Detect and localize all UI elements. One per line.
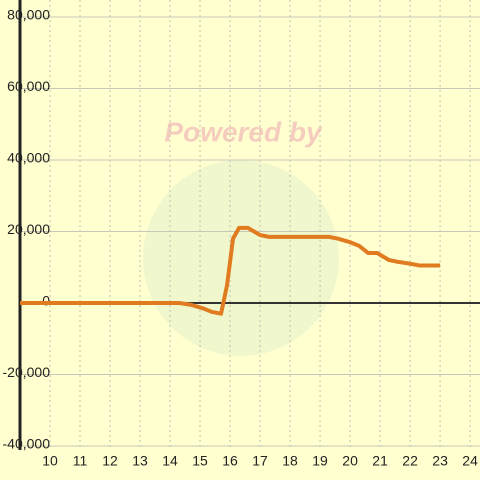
x-tick-label: 14 [162,453,178,469]
watermark: Powered by [164,116,323,147]
x-tick-label: 17 [252,453,268,469]
x-tick-label: 21 [372,453,388,469]
y-tick-label: 0 [42,293,50,309]
y-tick-label: -20,000 [3,364,51,380]
data-line [20,225,441,316]
x-tick-label: 13 [132,453,148,469]
y-tick-label: 40,000 [7,150,50,166]
x-tick-label: 22 [402,453,418,469]
x-tick-label: 11 [73,453,88,469]
x-tick-label: 15 [192,453,208,469]
x-tick-label: 10 [42,453,58,469]
x-tick-label: 18 [282,453,298,469]
y-tick-label: 60,000 [7,78,50,94]
x-tick-label: 24 [462,453,478,469]
x-tick-label: 20 [342,453,358,469]
x-tick-label: 19 [312,453,328,469]
x-tick-label: 12 [102,453,118,469]
x-tick-label: 23 [432,453,448,469]
y-tick-label: -40,000 [3,436,51,452]
watermark-disc [143,160,339,356]
x-tick-label: 16 [222,453,238,469]
y-tick-label: 20,000 [7,221,50,237]
y-tick-label: 80,000 [7,7,50,23]
